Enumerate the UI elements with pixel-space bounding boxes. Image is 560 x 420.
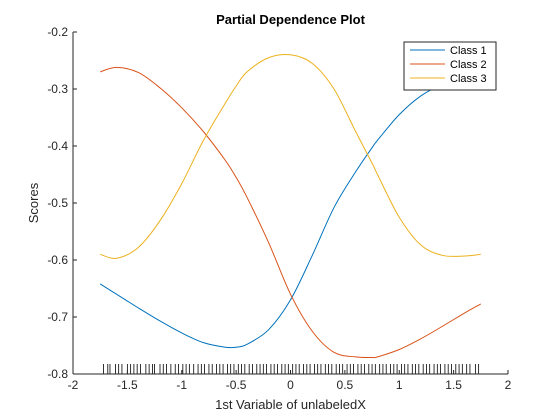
x-tick-label: 0.5 bbox=[337, 378, 354, 392]
series-line-class-2 bbox=[100, 66, 482, 359]
x-tick-label: 1 bbox=[396, 378, 403, 392]
x-tick-label: -0.5 bbox=[226, 378, 247, 392]
x-axis-label: 1st Variable of unlabeledX bbox=[215, 397, 366, 412]
x-tick-label: -1.5 bbox=[117, 378, 138, 392]
y-axis-label: Scores bbox=[26, 182, 41, 223]
series-lines bbox=[99, 53, 482, 359]
legend-label: Class 2 bbox=[450, 59, 487, 71]
y-tick-label: -0.8 bbox=[47, 367, 68, 381]
series-line-class-3 bbox=[100, 53, 481, 259]
rug-plot bbox=[103, 364, 480, 374]
y-tick-label: -0.7 bbox=[47, 310, 68, 324]
y-tick-label: -0.5 bbox=[47, 196, 68, 210]
legend-label: Class 3 bbox=[450, 73, 487, 85]
legend-label: Class 1 bbox=[450, 45, 487, 57]
series-line-class-1 bbox=[99, 77, 481, 349]
x-tick-label: 2 bbox=[505, 378, 512, 392]
legend-items: Class 1 Class 2 Class 3 bbox=[410, 45, 487, 85]
x-tick-label: 1.5 bbox=[445, 378, 462, 392]
y-tick-label: -0.6 bbox=[47, 253, 68, 267]
x-tick-label: -1 bbox=[176, 378, 187, 392]
x-ticks: -2 -1.5 -1 -0.5 0 0.5 1 1.5 2 bbox=[68, 370, 512, 392]
y-tick-label: -0.2 bbox=[47, 25, 68, 39]
legend: Class 1 Class 2 Class 3 bbox=[403, 41, 497, 91]
y-tick-label: -0.3 bbox=[47, 82, 68, 96]
x-tick-label: -2 bbox=[68, 378, 79, 392]
x-tick-label: 0 bbox=[287, 378, 294, 392]
chart-title: Partial Dependence Plot bbox=[216, 12, 365, 27]
y-tick-label: -0.4 bbox=[47, 139, 68, 153]
y-ticks: -0.8 -0.7 -0.6 -0.5 -0.4 -0.3 -0.2 bbox=[47, 25, 77, 381]
